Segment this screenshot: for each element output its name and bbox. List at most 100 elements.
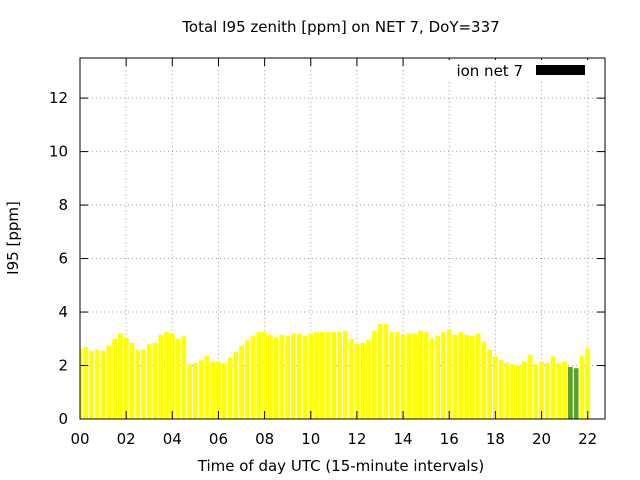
bar [348, 338, 354, 419]
bar [158, 334, 164, 419]
bar [135, 349, 141, 419]
x-tick-label: 20 [532, 430, 551, 448]
bar [343, 330, 348, 419]
y-tick-label: 6 [58, 250, 68, 268]
bar [146, 344, 152, 419]
bar [366, 340, 371, 419]
bar [360, 342, 366, 419]
bar [533, 364, 539, 419]
bar [441, 332, 446, 419]
bar [464, 334, 469, 419]
bar [544, 362, 550, 419]
bar [527, 354, 533, 419]
bar [244, 340, 250, 419]
bar [521, 361, 527, 419]
bar [319, 332, 325, 419]
y-tick-label: 4 [58, 303, 68, 321]
bar [152, 342, 158, 419]
x-tick-label: 14 [394, 430, 413, 448]
bar [204, 356, 210, 419]
bar [337, 332, 342, 419]
x-tick-label: 06 [209, 430, 228, 448]
bar [550, 356, 556, 419]
bar [487, 349, 492, 419]
bar [239, 345, 244, 419]
bar [112, 338, 117, 419]
bar [435, 336, 441, 419]
bar [423, 332, 429, 419]
bar [100, 350, 106, 419]
bar [169, 333, 175, 419]
x-tick-label: 04 [163, 430, 182, 448]
y-tick-label: 2 [58, 357, 68, 375]
bar [556, 362, 562, 419]
bar [279, 334, 285, 419]
bar [193, 362, 198, 419]
bar [291, 333, 296, 419]
bar [221, 362, 227, 419]
bar [325, 332, 331, 419]
x-tick-label: 18 [486, 430, 505, 448]
y-axis-label: I95 [ppm] [4, 201, 22, 275]
y-tick-label: 10 [49, 143, 68, 161]
bar [80, 348, 83, 419]
bar [198, 360, 204, 419]
bar [585, 348, 591, 419]
bar [314, 332, 319, 419]
bar [250, 336, 256, 419]
chart-title: Total I95 zenith [ppm] on NET 7, DoY=337 [181, 18, 499, 36]
legend: ion net 7 [446, 60, 596, 82]
bar [331, 332, 337, 419]
bar [429, 338, 435, 419]
y-tick-label: 8 [58, 196, 68, 214]
bar [268, 334, 273, 419]
bar [412, 333, 417, 419]
bar [481, 341, 487, 419]
bar [273, 337, 279, 419]
bar [285, 336, 291, 419]
bar [377, 324, 383, 419]
x-tick-label: 12 [347, 430, 366, 448]
bar [400, 334, 406, 419]
bar [418, 330, 423, 419]
bar [83, 346, 89, 419]
bar [406, 333, 412, 419]
x-tick-label: 02 [117, 430, 136, 448]
legend-label: ion net 7 [456, 62, 523, 80]
bar [187, 364, 192, 419]
bar [516, 365, 521, 419]
bar [118, 333, 123, 419]
bar [475, 333, 481, 419]
bar [181, 336, 187, 419]
bar [504, 362, 510, 419]
bar [389, 332, 394, 419]
x-tick-label: 10 [301, 430, 320, 448]
x-tick-label: 08 [255, 430, 274, 448]
bar [539, 361, 544, 419]
x-tick-label: 16 [440, 430, 459, 448]
bar [106, 345, 112, 419]
bar [394, 332, 400, 419]
y-tick-label: 12 [49, 89, 68, 107]
bar [94, 349, 100, 419]
x-tick-label: 00 [70, 430, 89, 448]
bar [123, 337, 129, 419]
bar [308, 333, 314, 419]
bar [568, 366, 573, 419]
bar [227, 357, 233, 419]
x-axis-label: Time of day UTC (15-minute intervals) [197, 457, 484, 475]
bar [493, 356, 498, 419]
bar [302, 336, 308, 419]
bar [446, 329, 452, 419]
bar [469, 336, 475, 419]
bar [296, 333, 302, 419]
bar [89, 350, 94, 419]
x-tick-label: 22 [578, 430, 597, 448]
bar [256, 332, 262, 419]
bar [458, 332, 464, 419]
bars [80, 324, 591, 419]
bar [562, 361, 567, 419]
bar [579, 356, 585, 419]
